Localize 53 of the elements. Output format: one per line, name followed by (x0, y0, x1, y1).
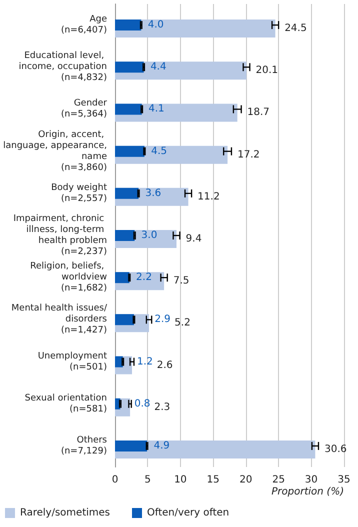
data-label: 20.1 (256, 65, 278, 76)
data-label: 17.2 (237, 149, 260, 160)
x-tick-label: 25 (272, 474, 285, 486)
bar (115, 146, 144, 157)
y-tick-label: Impairment, chronic illness, long-term health problem (n=2,237) (13, 214, 107, 257)
data-label: 3.6 (145, 188, 162, 199)
legend-label: Often/very often (146, 508, 230, 518)
bar (115, 188, 139, 199)
y-tick-label: Body weight (n=2,557) (51, 182, 108, 204)
bar (115, 272, 130, 284)
x-tick-label: 30 (304, 474, 318, 486)
data-label: 1.2 (136, 356, 153, 368)
data-label: 9.4 (186, 234, 202, 244)
x-axis-title: Proportion (%) (272, 486, 344, 498)
y-tick-label: Gender (n=5,364) (60, 98, 108, 120)
data-label: 0.8 (134, 398, 150, 410)
y-tick-label: Educational level, income, occupation (n=4,832) (18, 51, 107, 84)
data-label: 4.5 (151, 146, 168, 157)
data-label: 4.0 (148, 20, 164, 31)
data-label: 5.2 (174, 318, 190, 329)
bar (115, 62, 144, 73)
x-tick-label: 20 (239, 474, 252, 486)
data-label: 3.0 (141, 230, 158, 241)
data-label: 11.2 (198, 191, 220, 202)
x-tick-label: 0 (112, 474, 118, 486)
y-tick-label: Mental health issues/disorders (n=1,427) (11, 304, 108, 336)
bar (115, 230, 135, 241)
x-tick-label: 15 (206, 474, 220, 486)
x-tick-label: 10 (174, 474, 187, 486)
y-tick-label: Others (n=7,129) (60, 435, 108, 456)
data-label: 2.2 (136, 272, 152, 284)
data-label: 24.5 (284, 23, 307, 34)
data-label: 4.4 (150, 62, 166, 73)
y-tick-label: Unemployment (n=501) (38, 351, 108, 372)
y-tick-label: Origin, accent, language, appearance, name (n=3,860) (3, 130, 108, 173)
data-label: 4.1 (148, 104, 164, 115)
x-tick-label: 35 (338, 474, 350, 486)
bar (115, 20, 142, 31)
data-label: 18.7 (247, 107, 270, 118)
y-tick-label: Religion, beliefs, worldview (n=1,682) (30, 262, 107, 294)
data-label: 4.9 (154, 440, 170, 452)
data-label: 30.6 (324, 444, 347, 455)
data-label: 2.6 (156, 360, 173, 371)
bar (115, 104, 142, 115)
data-label: 2.9 (154, 314, 171, 326)
y-tick-label: Age (n=6,407) (60, 14, 108, 36)
x-tick-label: 5 (144, 474, 151, 486)
bar (115, 440, 148, 452)
bar (115, 314, 134, 326)
data-label: 7.5 (173, 276, 190, 287)
data-label: 2.3 (154, 402, 170, 413)
y-tick-label: Sexual orientation (n=581) (24, 393, 107, 414)
legend-label: Rarely/sometimes (20, 508, 110, 518)
